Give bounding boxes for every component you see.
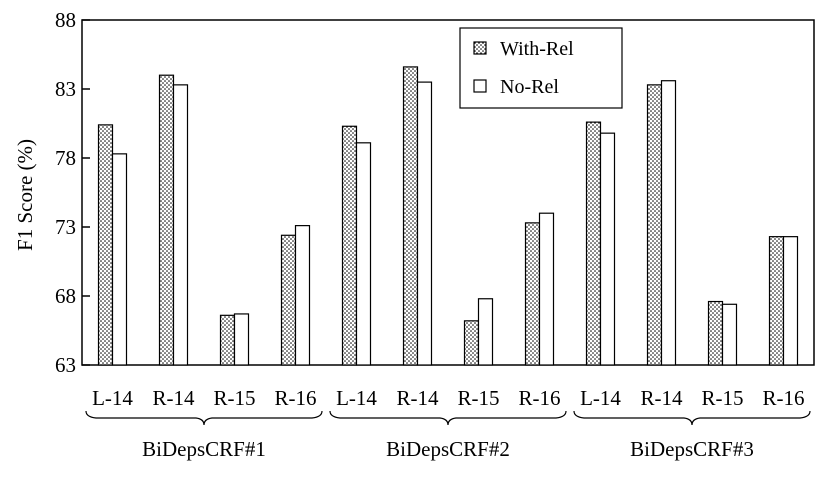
y-tick-label-63: 63 [55, 353, 76, 377]
bar-BiDepsCRF#1-R-16-No-Rel [294, 225, 311, 366]
y-tick-label-73: 73 [55, 215, 76, 239]
legend-box [459, 27, 623, 109]
x-tick-label-BiDepsCRF#2-R-15: R-15 [458, 386, 500, 410]
bar-BiDepsCRF#1-R-14-No-Rel [172, 84, 189, 366]
bar-BiDepsCRF#2-R-14-With-Rel [402, 66, 419, 366]
bar-BiDepsCRF#1-L-14-With-Rel [97, 124, 114, 366]
x-axis: L-14 R-14 R-15 R-16 BiDepsCRF#1 L-14 R-14 R-15 R… [85, 386, 811, 461]
bars [97, 66, 799, 366]
bar-BiDepsCRF#1-R-15-No-Rel [233, 313, 250, 366]
x-tick-label-BiDepsCRF#1-L-14: L-14 [92, 386, 133, 410]
x-tick-label-BiDepsCRF#2-R-14: R-14 [397, 386, 440, 410]
y-tick-label-88: 88 [55, 8, 76, 32]
group-brace-BiDepsCRF#3 [573, 410, 811, 426]
x-tick-label-BiDepsCRF#2-L-14: L-14 [336, 386, 377, 410]
x-tick-label-BiDepsCRF#3-R-14: R-14 [641, 386, 684, 410]
bar-BiDepsCRF#1-R-15-With-Rel [219, 314, 236, 366]
bar-BiDepsCRF#2-L-14-With-Rel [341, 125, 358, 366]
x-tick-label-BiDepsCRF#3-R-16: R-16 [763, 386, 805, 410]
group-brace-BiDepsCRF#2 [329, 410, 567, 426]
legend-label-No-Rel: No-Rel [500, 76, 559, 98]
bar-BiDepsCRF#3-R-14-No-Rel [660, 80, 677, 366]
x-tick-label-BiDepsCRF#2-R-16: R-16 [519, 386, 561, 410]
x-tick-label-BiDepsCRF#3-L-14: L-14 [580, 386, 621, 410]
x-tick-label-BiDepsCRF#1-R-14: R-14 [153, 386, 196, 410]
bar-BiDepsCRF#1-R-16-With-Rel [280, 234, 297, 366]
bar-BiDepsCRF#2-R-14-No-Rel [416, 81, 433, 366]
legend-swatch-No-Rel [473, 79, 487, 93]
bar-BiDepsCRF#2-R-15-No-Rel [477, 298, 494, 366]
x-tick-label-BiDepsCRF#1-R-15: R-15 [214, 386, 256, 410]
group-label-BiDepsCRF#2: BiDepsCRF#2 [386, 437, 510, 461]
plot-frame [81, 19, 815, 366]
bar-BiDepsCRF#3-R-15-With-Rel [707, 300, 724, 366]
y-tick-label-83: 83 [55, 77, 76, 101]
legend-swatch-With-Rel [473, 41, 487, 55]
bar-BiDepsCRF#3-R-14-With-Rel [646, 84, 663, 366]
bar-BiDepsCRF#1-R-14-With-Rel [158, 74, 175, 366]
y-axis: 63 68 73 78 83 88 [55, 8, 90, 377]
bar-BiDepsCRF#2-R-16-No-Rel [538, 212, 555, 366]
bar-BiDepsCRF#2-R-16-With-Rel [524, 222, 541, 366]
group-label-BiDepsCRF#3: BiDepsCRF#3 [630, 437, 754, 461]
bar-BiDepsCRF#3-R-15-No-Rel [721, 303, 738, 366]
x-tick-label-BiDepsCRF#3-R-15: R-15 [702, 386, 744, 410]
bar-BiDepsCRF#2-R-15-With-Rel [463, 320, 480, 366]
y-tick-label-78: 78 [55, 146, 76, 170]
bar-BiDepsCRF#2-L-14-No-Rel [355, 142, 372, 366]
legend: With-Rel No-Rel [459, 27, 623, 109]
y-axis-label: F1 Score (%) [13, 139, 37, 251]
bar-BiDepsCRF#3-R-16-With-Rel [768, 236, 785, 366]
group-label-BiDepsCRF#1: BiDepsCRF#1 [142, 437, 266, 461]
bar-BiDepsCRF#3-L-14-No-Rel [599, 132, 616, 366]
group-brace-BiDepsCRF#1 [85, 410, 323, 426]
x-tick-label-BiDepsCRF#1-R-16: R-16 [275, 386, 317, 410]
legend-label-With-Rel: With-Rel [500, 38, 574, 60]
y-tick-label-68: 68 [55, 284, 76, 308]
bar-BiDepsCRF#3-L-14-With-Rel [585, 121, 602, 366]
bar-BiDepsCRF#3-R-16-No-Rel [782, 236, 799, 366]
bar-BiDepsCRF#1-L-14-No-Rel [111, 153, 128, 366]
plot-area [81, 19, 815, 366]
